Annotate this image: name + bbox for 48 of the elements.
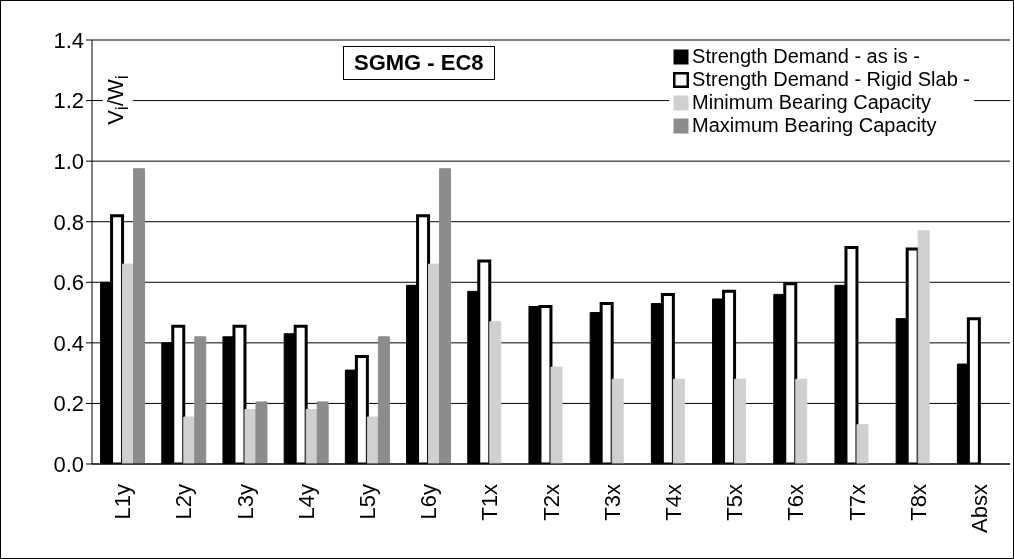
bar: [439, 168, 452, 464]
bar: [316, 401, 329, 464]
legend-label: Maximum Bearing Capacity: [692, 114, 937, 137]
y-tick-label: 1.4: [53, 27, 84, 53]
bar: [489, 321, 502, 464]
y-tick-label: 1.0: [53, 148, 84, 174]
x-tick-label: L5y: [354, 484, 380, 520]
bar: [672, 378, 685, 464]
x-tick-label: T7x: [844, 484, 870, 521]
bar: [428, 263, 441, 464]
legend-label: Minimum Bearing Capacity: [692, 91, 932, 114]
bar: [917, 230, 930, 464]
y-tick-label: 0.2: [53, 391, 84, 417]
bar: [255, 401, 268, 464]
x-tick-label: L6y: [416, 484, 442, 520]
y-tick-label: 0.8: [53, 209, 84, 235]
bar: [194, 336, 207, 464]
text: SGMG - EC8: [343, 46, 495, 80]
y-tick-label: 0.6: [53, 270, 84, 296]
x-tick-label: L2y: [171, 484, 197, 520]
x-tick-label: T5x: [722, 484, 748, 521]
bar: [550, 366, 563, 464]
x-tick-label: Absx: [966, 484, 992, 533]
x-tick-label: L3y: [232, 484, 258, 520]
x-tick-label: T2x: [538, 484, 564, 521]
bar: [244, 408, 257, 464]
bar: [795, 378, 808, 464]
legend-label: Strength Demand - as is -: [692, 45, 920, 68]
bar: [611, 378, 624, 464]
bar: [122, 263, 135, 464]
x-tick-label: T1x: [477, 484, 503, 521]
bar: [183, 416, 196, 464]
x-tick-label: T3x: [599, 484, 625, 521]
bar: [734, 378, 747, 464]
bar: [377, 336, 390, 464]
bar: [856, 424, 869, 464]
legend-label: Strength Demand - Rigid Slab -: [692, 68, 970, 91]
x-tick-label: T6x: [783, 484, 809, 521]
y-tick-label: 0.4: [53, 330, 84, 356]
y-tick-label: 1.2: [53, 88, 84, 114]
x-tick-label: T4x: [660, 484, 686, 521]
x-tick-label: L4y: [293, 484, 319, 520]
bar: [366, 416, 379, 464]
y-tick-label: 0.0: [53, 451, 84, 477]
bar: [305, 408, 318, 464]
bar: [133, 168, 146, 464]
x-tick-label: T8x: [905, 484, 931, 521]
x-tick-label: L1y: [110, 484, 136, 520]
